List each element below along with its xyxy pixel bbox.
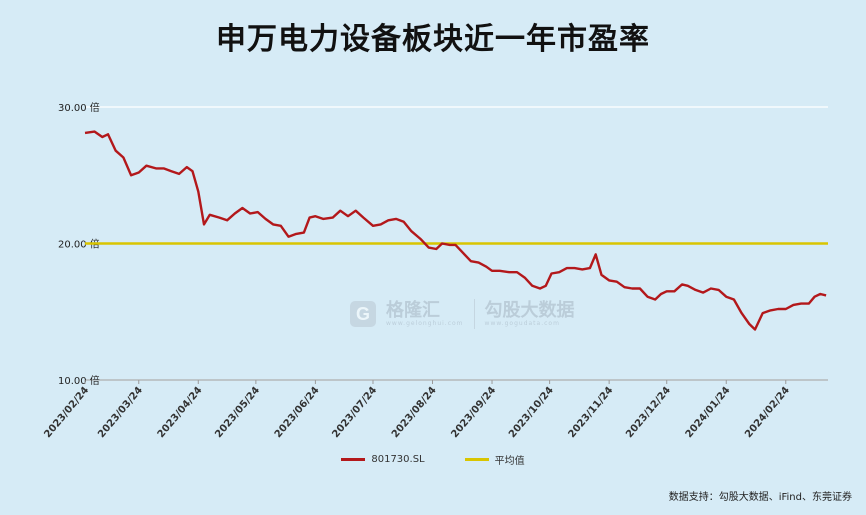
x-tick-label: 2023/12/24: [624, 385, 673, 440]
data-source-note: 数据支持：勾股大数据、iFind、东莞证券: [668, 492, 852, 503]
series-line-801730: [84, 130, 827, 331]
x-tick-label: 2023/05/24: [213, 385, 262, 440]
legend-label-pe: 801730.SL: [371, 454, 425, 465]
x-tick-label: 2023/11/24: [567, 385, 616, 440]
x-tick-label: 2023/06/24: [273, 385, 322, 440]
gelonghui-logo-icon: G: [350, 301, 376, 327]
watermark-brand2: 勾股大数据: [484, 299, 575, 321]
x-tick-label: 2023/09/24: [449, 385, 498, 440]
legend-swatch-avg: [464, 458, 489, 461]
legend-swatch-pe: [341, 458, 366, 461]
chart-legend: 801730.SL 平均值: [0, 452, 866, 467]
watermark-brand1: 格隆汇: [386, 299, 440, 321]
y-tick-label: 20.00 倍: [58, 238, 100, 251]
watermark-brand2-sub: www.gogudata.com: [484, 319, 560, 327]
x-tick-label: 2023/10/24: [507, 385, 556, 440]
legend-item-pe: 801730.SL: [341, 452, 425, 467]
x-tick-label: 2023/03/24: [96, 385, 145, 440]
x-tick-label: 2024/01/24: [684, 385, 733, 440]
y-tick-label: 10.00 倍: [58, 374, 100, 387]
chart-title: 申万电力设备板块近一年市盈率: [216, 22, 650, 57]
watermark: G 格隆汇 www.gelonghui.com 勾股大数据 www.goguda…: [350, 299, 575, 329]
x-tick-label: 2023/04/24: [156, 385, 205, 440]
legend-item-avg: 平均值: [464, 452, 525, 467]
watermark-brand1-sub: www.gelonghui.com: [386, 319, 464, 327]
legend-label-avg: 平均值: [494, 456, 525, 467]
x-tick-label: 2023/02/24: [42, 385, 91, 440]
x-tick-label: 2024/02/24: [743, 385, 792, 440]
watermark-divider: [473, 299, 475, 329]
y-tick-label: 30.00 倍: [58, 101, 100, 114]
x-tick-label: 2023/07/24: [330, 385, 379, 440]
x-tick-label: 2023/08/24: [390, 385, 439, 440]
